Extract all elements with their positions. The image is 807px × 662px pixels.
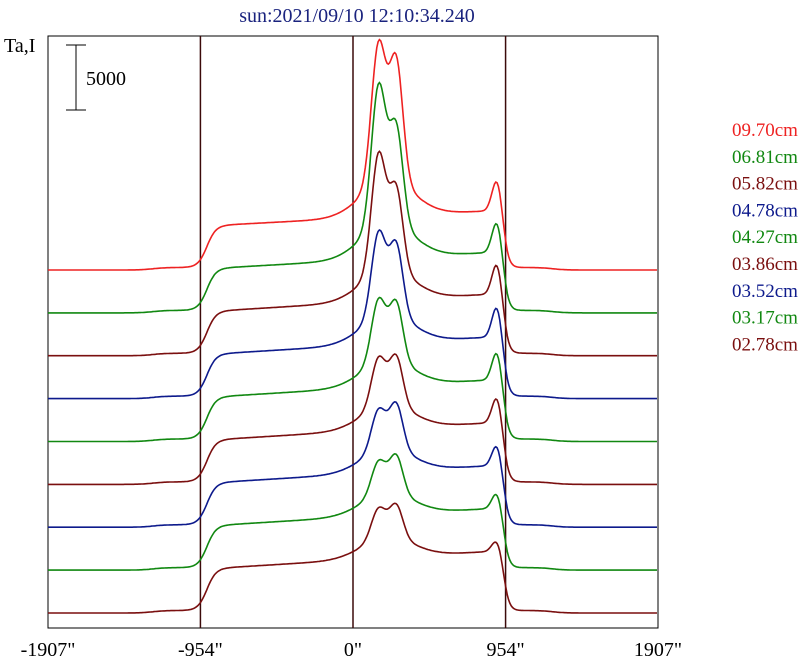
legend-entry: 03.17cm bbox=[732, 308, 798, 329]
series-line-04.78cm bbox=[48, 229, 657, 400]
chart-title: sun:2021/09/10 12:10:34.240 bbox=[239, 5, 475, 27]
scale-bar-label: 5000 bbox=[86, 68, 126, 90]
legend-entry: 05.82cm bbox=[732, 174, 798, 195]
series-layer bbox=[48, 38, 657, 614]
legend-entry: 09.70cm bbox=[732, 120, 798, 141]
legend-entry: 03.86cm bbox=[732, 254, 798, 275]
scale-bar: 5000 bbox=[66, 44, 126, 111]
x-tick-label: 0" bbox=[344, 639, 362, 661]
series-line-04.27cm bbox=[48, 296, 657, 443]
x-tick-labels: -1907" -954" 0" 954" 1907" bbox=[21, 639, 683, 661]
series-line-02.78cm bbox=[48, 502, 657, 614]
y-axis-label: Ta,I bbox=[4, 35, 35, 57]
legend-entry: 04.27cm bbox=[732, 227, 798, 248]
legend-entry: 02.78cm bbox=[732, 334, 798, 355]
x-tick-label: 1907" bbox=[634, 639, 682, 661]
series-line-03.52cm bbox=[48, 400, 657, 528]
x-tick-label: 954" bbox=[486, 639, 524, 661]
legend-entry: 04.78cm bbox=[732, 200, 798, 221]
series-line-03.17cm bbox=[48, 452, 657, 571]
legend: 09.70cm 06.81cm 05.82cm 04.78cm 04.27cm 03.86… bbox=[732, 120, 798, 355]
series-line-05.82cm bbox=[48, 150, 657, 357]
series-line-06.81cm bbox=[48, 81, 657, 314]
series-line-09.70cm bbox=[48, 38, 657, 271]
x-tick-label: -954" bbox=[178, 639, 223, 661]
x-tick-label: -1907" bbox=[21, 639, 76, 661]
legend-entry: 06.81cm bbox=[732, 147, 798, 168]
series-line-03.86cm bbox=[48, 353, 657, 486]
vertical-markers bbox=[199, 36, 507, 628]
legend-entry: 03.52cm bbox=[732, 281, 798, 302]
